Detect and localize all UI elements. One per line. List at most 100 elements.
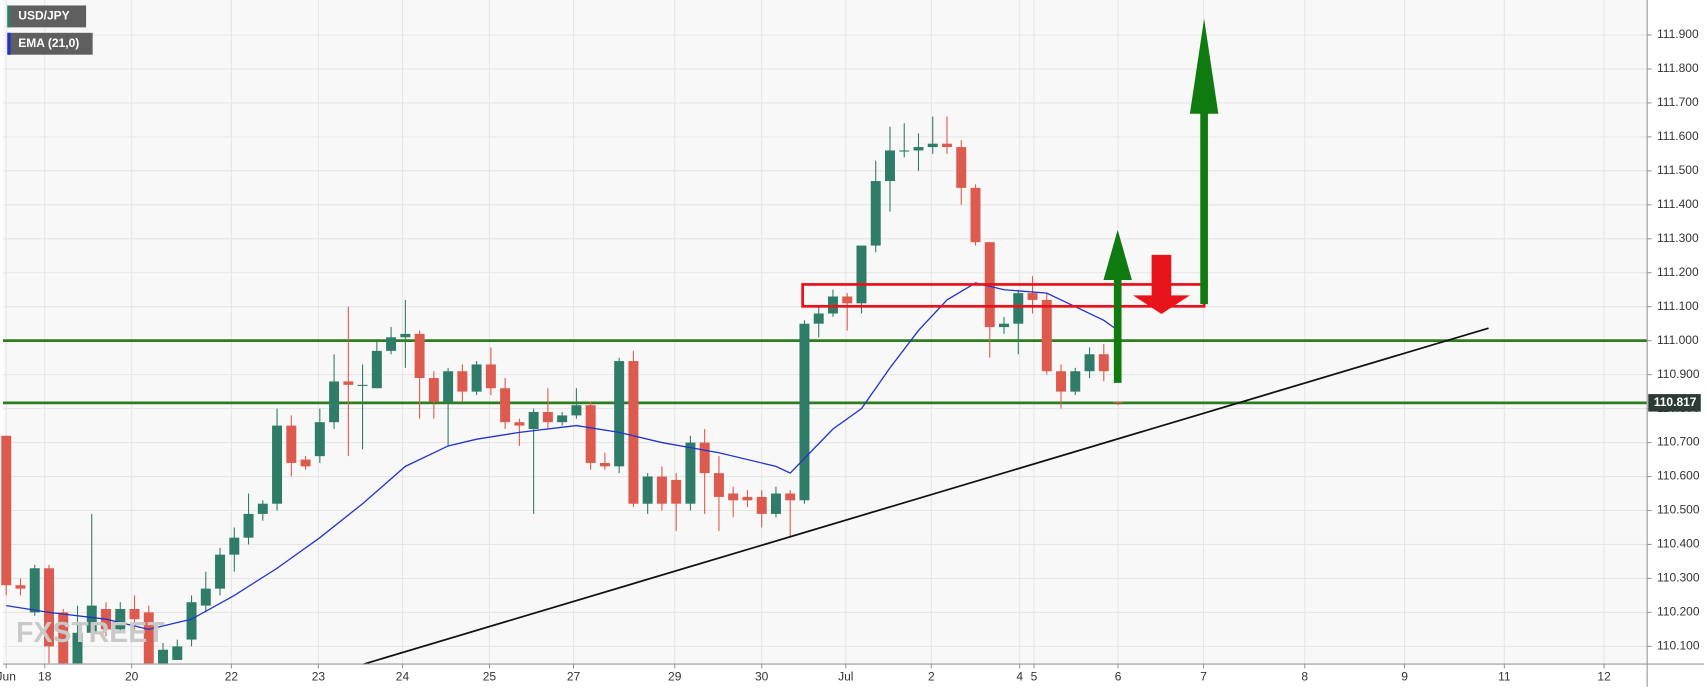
candle-body <box>443 371 454 402</box>
x-tick-label: 22 <box>225 669 239 683</box>
y-tick-label: 111.300 <box>1657 231 1699 245</box>
x-tick-label: 20 <box>125 669 139 683</box>
candle-body <box>272 425 283 504</box>
y-tick-label: 110.600 <box>1657 469 1700 483</box>
down-arrow-shaft <box>1151 254 1172 297</box>
trend-line <box>363 327 1489 665</box>
candle-body <box>15 585 26 589</box>
candle-body <box>257 503 268 514</box>
candle-body <box>58 612 69 664</box>
legend-swatch <box>7 5 11 28</box>
candle-body <box>685 442 696 504</box>
price-tag <box>1648 394 1701 412</box>
x-tick-label: 24 <box>396 669 410 683</box>
x-tick-label: 27 <box>567 669 581 683</box>
x-tick-label: 2 <box>928 669 935 683</box>
legend-box <box>7 5 87 28</box>
candle-body <box>856 245 867 304</box>
candle-body <box>371 350 382 389</box>
candle-body <box>671 479 682 504</box>
candle-body <box>571 405 582 416</box>
candle-body <box>913 147 924 151</box>
x-tick-label: Jun <box>0 669 16 683</box>
candle-body <box>215 554 226 589</box>
candle-body <box>970 187 981 243</box>
x-tick-label: 4 <box>1016 669 1023 683</box>
candle-body <box>86 605 97 633</box>
plot-background <box>2 0 1648 665</box>
y-tick-label: 110.900 <box>1657 367 1700 381</box>
candle-body <box>72 632 83 664</box>
candle-body <box>300 459 311 467</box>
y-tick-label: 111.200 <box>1657 265 1699 279</box>
y-tick-label: 111.600 <box>1657 129 1699 143</box>
x-tick-label: 9 <box>1401 669 1408 683</box>
candle-body <box>172 646 183 660</box>
candle-body <box>999 323 1010 328</box>
candle-body <box>1027 293 1038 300</box>
y-tick-label: 110.400 <box>1657 537 1700 551</box>
candle-body <box>956 147 967 188</box>
y-tick-label: 110.200 <box>1657 605 1700 619</box>
x-tick-label: Jul <box>838 669 853 683</box>
candle-body <box>457 371 468 392</box>
candle-body <box>343 381 354 385</box>
y-tick-label: 111.000 <box>1657 333 1699 347</box>
y-tick-label: 110.300 <box>1657 571 1700 585</box>
axes: 110.100 110.200 110.300 110.400 110.500 110.6… <box>0 27 1701 683</box>
x-tick-label: 12 <box>1597 669 1611 683</box>
candle-body <box>428 378 439 402</box>
candle-body <box>656 476 667 504</box>
candle-body <box>1098 354 1109 372</box>
candle-body <box>628 361 639 504</box>
y-tick-label: 111.500 <box>1657 163 1699 177</box>
x-tick-label: 5 <box>1031 669 1038 683</box>
candle-body <box>1070 371 1081 392</box>
y-tick-label: 111.900 <box>1657 27 1699 41</box>
candle-body <box>528 412 539 429</box>
candle-body <box>314 422 325 457</box>
y-tick-label: 110.100 <box>1657 639 1700 653</box>
candle-body <box>1 435 12 586</box>
candle-body <box>1013 293 1024 324</box>
candle-body <box>471 364 482 392</box>
candle-body <box>386 337 397 351</box>
x-tick-label: 11 <box>1498 669 1511 683</box>
x-tick-label: 29 <box>668 669 682 683</box>
candle-body <box>728 493 739 501</box>
candle-body <box>942 143 952 148</box>
x-tick-label: 7 <box>1200 669 1207 683</box>
candle-body <box>1056 371 1067 392</box>
candle-body <box>158 649 169 664</box>
candle-body <box>785 493 796 501</box>
candle-body <box>400 333 411 338</box>
legend-swatch <box>7 32 11 55</box>
candle-body <box>143 612 154 664</box>
candle-body <box>813 313 824 324</box>
watermark: FXSTREET <box>16 617 165 649</box>
y-tick-label: 111.100 <box>1657 299 1699 313</box>
legend: USD/JPY EMA (21,0) <box>7 5 93 55</box>
candle-body <box>642 476 653 504</box>
legend-label: USD/JPY <box>18 9 69 23</box>
candle-body <box>742 496 753 501</box>
candle-body <box>927 143 938 148</box>
candle-body <box>585 405 596 463</box>
candle-body <box>329 381 340 423</box>
candle-body <box>713 473 724 497</box>
price-tag-label: 110.817 <box>1654 395 1697 409</box>
candle-body <box>799 323 810 501</box>
candle-body <box>129 609 140 620</box>
candle-body <box>243 513 254 538</box>
candle-body <box>500 388 511 423</box>
candle-body <box>229 537 240 555</box>
up-arrow-head <box>1103 229 1132 281</box>
candle-body <box>414 333 425 379</box>
candle-body <box>1041 299 1052 372</box>
x-tick-label: 25 <box>483 669 497 683</box>
candle-body <box>614 361 625 467</box>
candle-body <box>186 602 197 640</box>
x-tick-label: 23 <box>312 669 326 683</box>
candle-body <box>542 412 553 423</box>
